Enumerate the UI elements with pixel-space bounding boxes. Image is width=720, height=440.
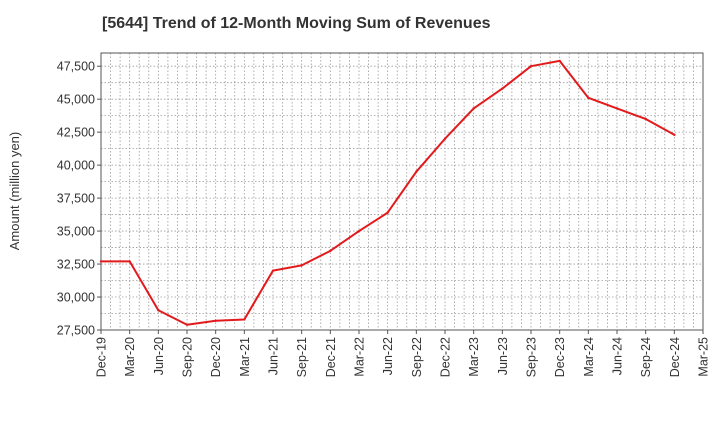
x-tick-label: Dec-22 [439, 337, 453, 377]
x-axis: Dec-19 Mar-20 Jun-20 Sep-20 Dec-20 Mar-21 Jun-… [95, 330, 711, 377]
data-point [185, 323, 189, 326]
data-point [300, 264, 303, 267]
data-point [529, 64, 533, 68]
x-tick-label: Mar-24 [582, 337, 596, 377]
data-point [329, 249, 332, 253]
x-tick-label: Dec-21 [324, 337, 338, 377]
data-point [501, 87, 504, 90]
y-tick-label: 42,500 [57, 126, 95, 140]
y-axis-label: Amount (million yen) [7, 132, 22, 251]
y-tick-label: 27,500 [57, 324, 95, 338]
x-tick-label: Jun-23 [496, 337, 510, 375]
x-tick-label: Sep-20 [181, 337, 195, 377]
x-tick-label: Jun-21 [267, 337, 281, 375]
data-point [673, 133, 676, 136]
x-tick-label: Jun-22 [381, 337, 395, 375]
x-tick-label: Mar-22 [353, 337, 367, 377]
y-tick-label: 47,500 [57, 60, 95, 74]
data-point [214, 319, 217, 322]
plot-frame [100, 52, 704, 331]
data-point [644, 117, 647, 121]
x-tick-label: Jun-20 [152, 337, 166, 375]
x-tick-label: Dec-23 [553, 337, 567, 377]
y-axis: 27,500 30,000 32,500 35,000 37,500 40,000 42,5… [57, 60, 101, 338]
x-tick-label: Sep-24 [639, 337, 653, 377]
x-tick-label: Sep-23 [525, 337, 539, 377]
data-point [472, 107, 475, 110]
data-point [243, 318, 246, 321]
y-tick-label: 35,000 [57, 225, 95, 239]
series-layer [99, 59, 676, 326]
y-tick-label: 32,500 [57, 258, 95, 272]
data-point [443, 137, 447, 140]
data-point [271, 269, 275, 272]
data-point [558, 59, 561, 63]
data-point [615, 107, 619, 110]
data-point [157, 309, 160, 312]
chart-title: [5644] Trend of 12-Month Moving Sum of R… [102, 15, 491, 32]
x-tick-label: Mar-25 [697, 337, 711, 377]
x-tick-label: Sep-21 [295, 337, 309, 377]
y-tick-label: 37,500 [57, 192, 95, 206]
x-tick-label: Dec-20 [209, 337, 223, 377]
x-tick-label: Jun-24 [611, 337, 625, 375]
x-tick-label: Dec-24 [668, 337, 682, 377]
data-point [415, 170, 418, 173]
y-tick-label: 30,000 [57, 291, 95, 305]
data-point [587, 96, 590, 100]
x-tick-label: Mar-23 [467, 337, 481, 377]
data-point [386, 211, 389, 214]
data-point [128, 260, 131, 263]
x-tick-label: Mar-20 [123, 337, 137, 377]
data-point [357, 229, 361, 233]
grid [101, 53, 703, 330]
x-tick-label: Sep-22 [410, 337, 424, 377]
x-tick-label: Mar-21 [238, 337, 252, 377]
x-tick-label: Dec-19 [95, 337, 109, 377]
y-tick-label: 45,000 [57, 93, 95, 107]
y-tick-label: 40,000 [57, 159, 95, 173]
data-point [99, 260, 103, 263]
